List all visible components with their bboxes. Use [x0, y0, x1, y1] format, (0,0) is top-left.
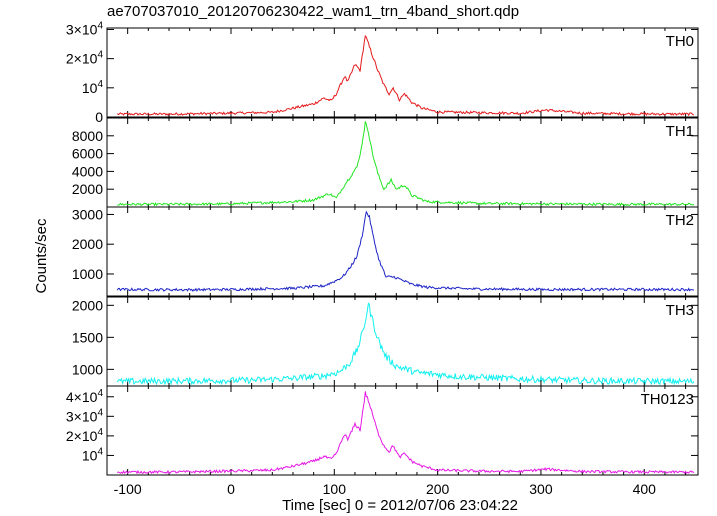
y-tick-label: 2000	[72, 236, 103, 252]
panel-name-label: TH0123	[641, 391, 694, 408]
series-line-th0123	[117, 391, 695, 475]
panel-th0123: 104 2×104 3×104 4×104 TH0123	[66, 385, 699, 476]
chart-title: ae707037010_20120706230422_wam1_trn_4ban…	[107, 3, 519, 20]
y-tick-label: 0	[95, 109, 103, 125]
y-tick-label: 2000	[72, 297, 103, 313]
panel-frame	[106, 206, 699, 297]
y-tick-label: 4000	[72, 163, 103, 179]
y-tick-label: 3×104	[66, 407, 104, 424]
y-tick-label: 1500	[72, 329, 103, 345]
y-tick-label: 104	[82, 79, 104, 96]
panel-frame	[106, 296, 699, 387]
series-line-th3	[116, 302, 695, 386]
x-tick-label: -100	[114, 481, 142, 497]
y-tick-label: 2×104	[66, 427, 104, 444]
x-tick-label: 400	[633, 481, 657, 497]
y-tick-label: 8000	[72, 128, 103, 144]
panel-name-label: TH2	[666, 212, 694, 229]
panel-frame	[106, 27, 699, 118]
x-tick-label: 0	[227, 481, 235, 497]
series-line-th2	[116, 210, 695, 292]
y-tick-label: 2000	[72, 181, 103, 197]
x-tick-label: 300	[529, 481, 553, 497]
y-tick-label: 4×104	[66, 388, 104, 405]
panel-frame	[106, 117, 699, 208]
series-line-th1	[117, 121, 695, 207]
panel-th3: 1000 1500 2000 TH3	[72, 296, 699, 387]
y-tick-label: 6000	[72, 146, 103, 162]
x-tick-label: 200	[426, 481, 450, 497]
y-tick-label: 1000	[72, 266, 103, 282]
panel-th0: 0 104 2×104 3×104 TH0	[66, 20, 699, 125]
y-tick-label: 104	[82, 446, 104, 463]
panel-name-label: TH1	[666, 123, 694, 140]
panel-frame	[106, 385, 699, 476]
y-tick-label: 2×104	[66, 50, 104, 67]
series-line-th0	[117, 34, 695, 117]
x-tick-label: 100	[323, 481, 347, 497]
y-axis-label: Counts/sec	[33, 218, 50, 294]
y-tick-label: 3×104	[66, 20, 104, 37]
x-axis-label: Time [sec] 0 = 2012/07/06 23:04:22	[282, 497, 518, 514]
y-tick-label: 1000	[72, 361, 103, 377]
panel-th2: 1000 2000 3000 TH2	[72, 206, 699, 297]
panel-name-label: TH3	[666, 302, 694, 319]
panel-name-label: TH0	[666, 33, 694, 50]
y-tick-label: 3000	[72, 206, 103, 222]
